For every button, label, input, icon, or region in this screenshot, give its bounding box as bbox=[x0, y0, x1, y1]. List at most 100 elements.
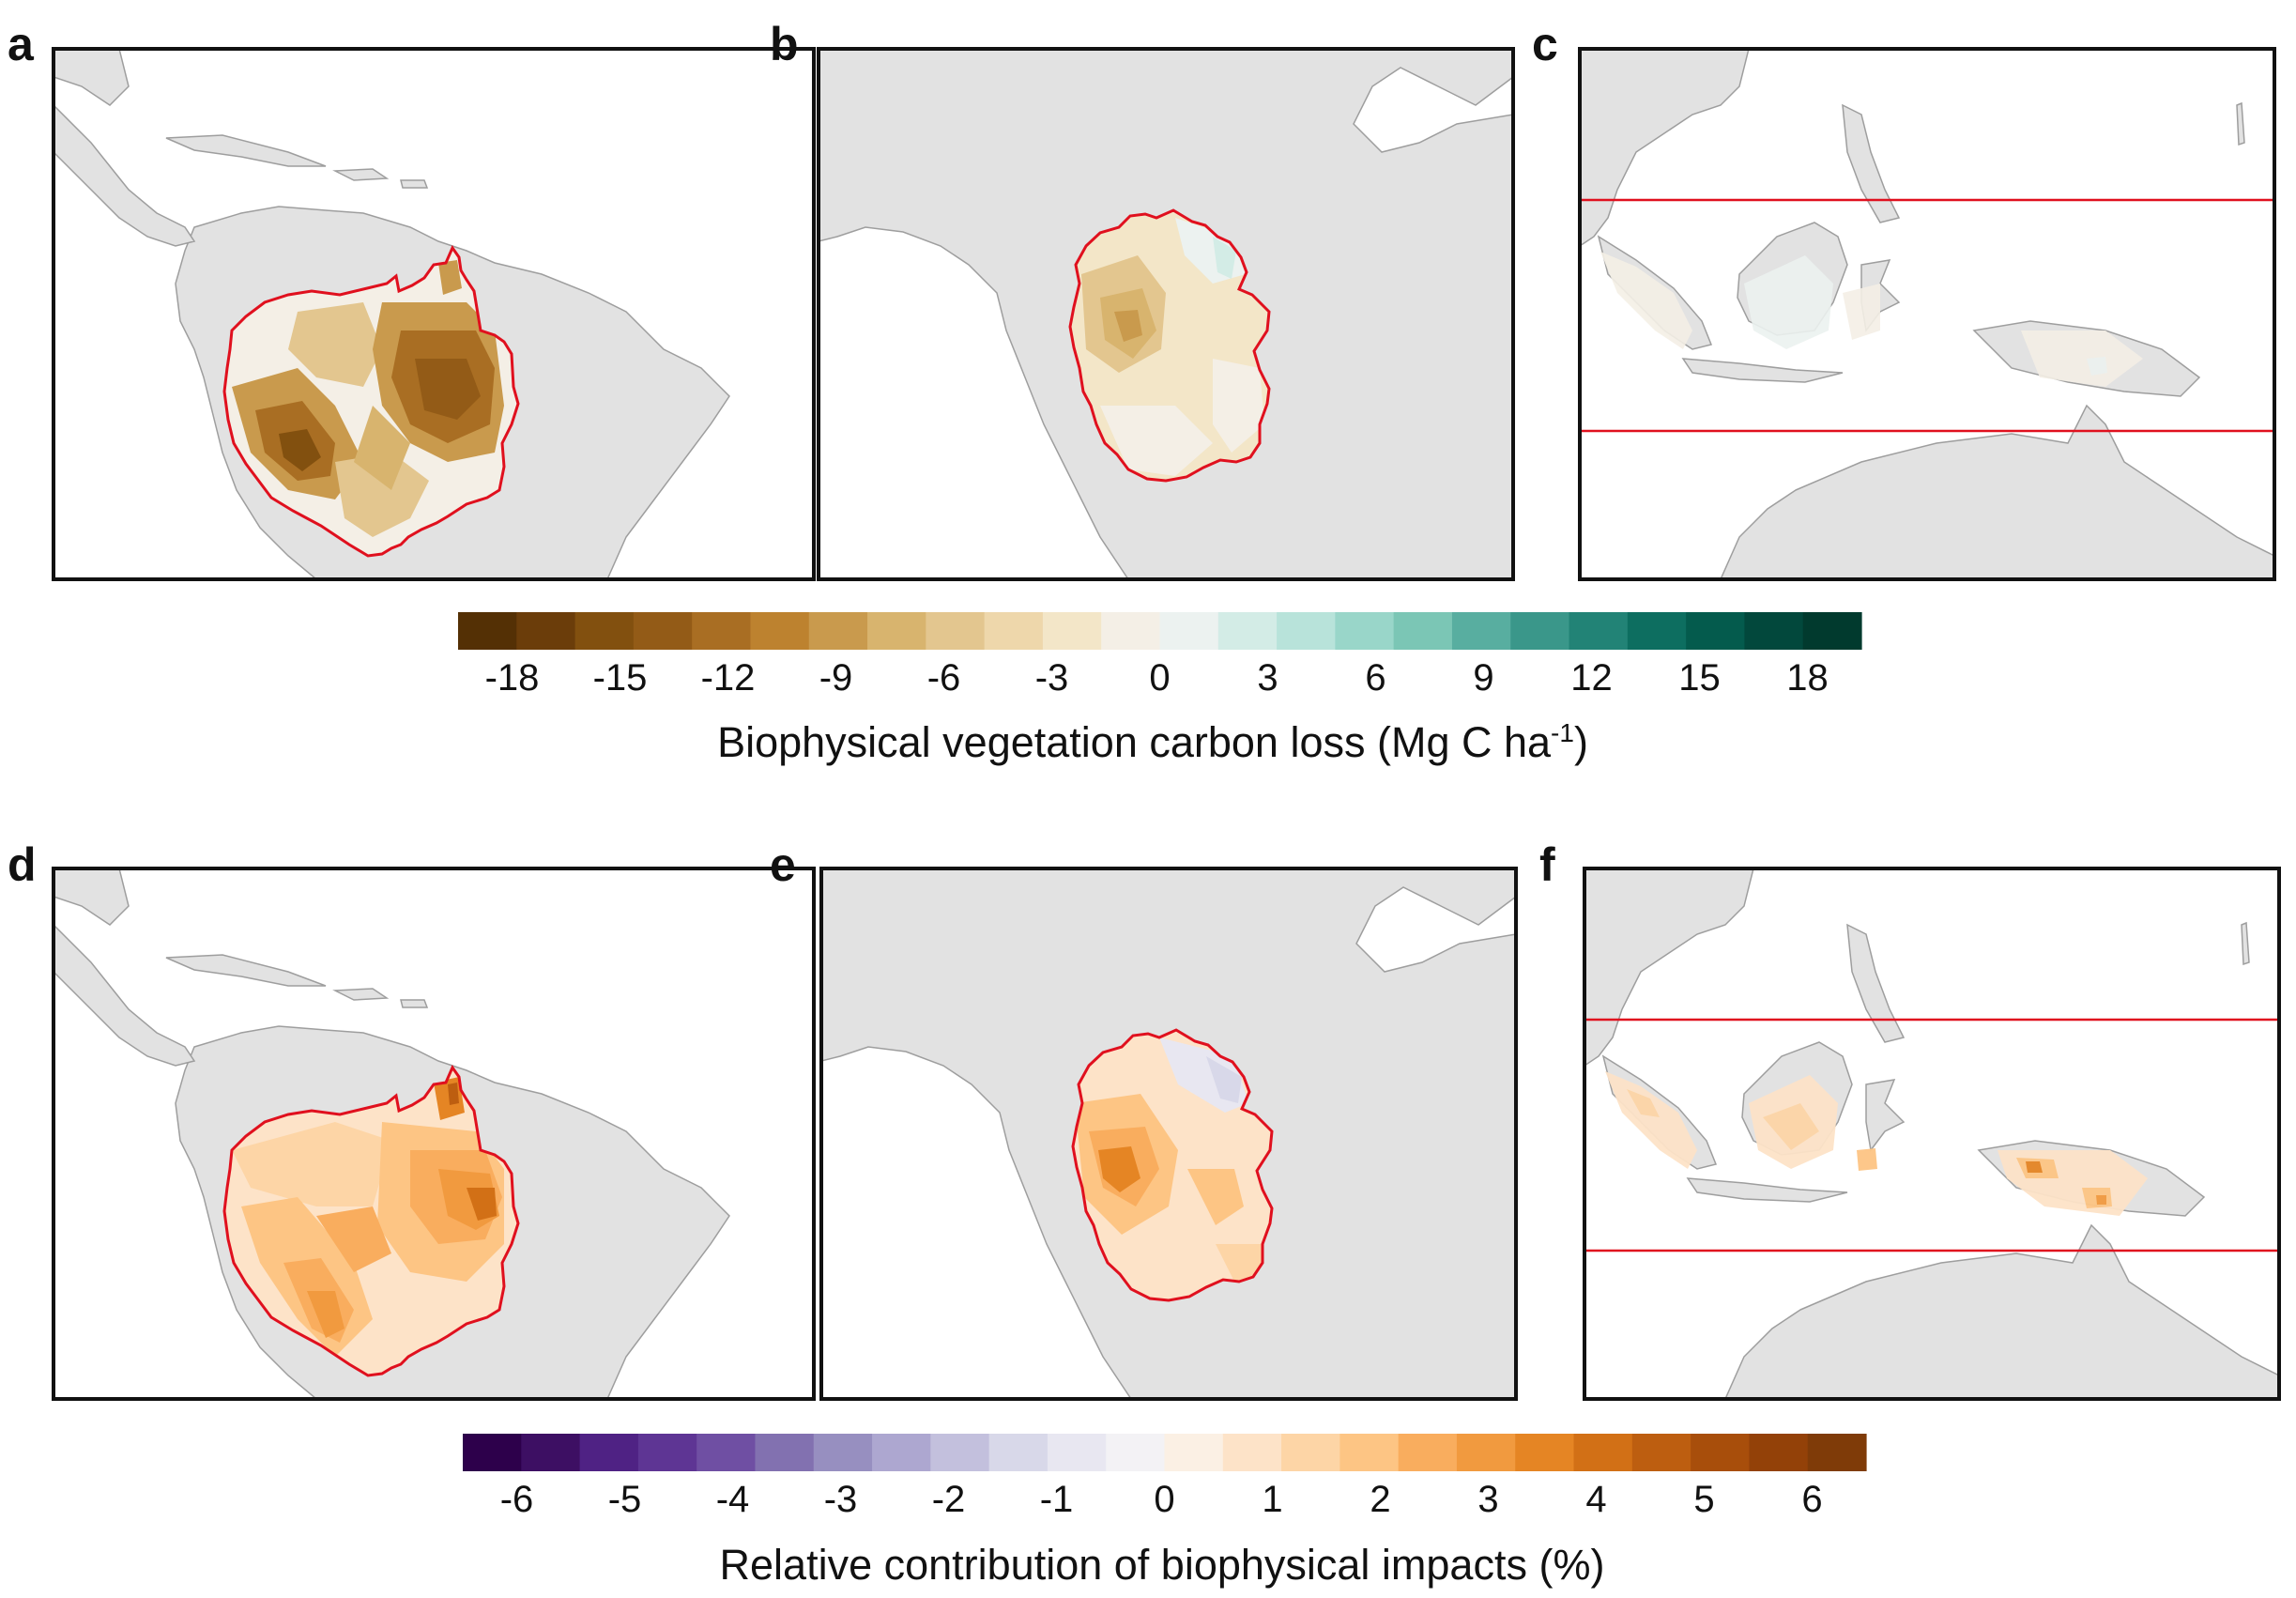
panel-frame bbox=[52, 47, 816, 581]
panel-frame bbox=[52, 867, 816, 1401]
panel-d-amazon-map bbox=[52, 867, 816, 1401]
colorbar-swatch bbox=[1159, 612, 1219, 650]
panel-label-f: f bbox=[1539, 838, 1555, 891]
panel-e-congo-map bbox=[819, 867, 1518, 1401]
colorbar-swatch bbox=[696, 1434, 757, 1471]
colorbar-swatch bbox=[1744, 612, 1804, 650]
colorbar-tick-label: -1 bbox=[1040, 1479, 1074, 1520]
colorbar-swatch bbox=[1339, 1434, 1400, 1471]
panel-b-congo-map bbox=[817, 47, 1515, 581]
colorbar-swatch bbox=[574, 612, 635, 650]
colorbar-tick-label: 12 bbox=[1570, 657, 1613, 699]
panel-frame bbox=[817, 47, 1515, 581]
colorbar-tick-label: -5 bbox=[608, 1479, 642, 1520]
colorbar-swatch bbox=[1807, 1434, 1867, 1471]
panel-label-c: c bbox=[1532, 18, 1558, 70]
colorbar-title-relative-contribution: Relative contribution of biophysical imp… bbox=[720, 1541, 1605, 1589]
colorbar-tick-label: 6 bbox=[1801, 1479, 1822, 1520]
colorbar-title-carbon-loss: Biophysical vegetation carbon loss (Mg C… bbox=[717, 718, 1588, 766]
colorbar-swatch bbox=[1277, 612, 1336, 650]
colorbar-swatch bbox=[1393, 612, 1453, 650]
colorbar-swatch bbox=[1686, 612, 1746, 650]
colorbar-swatch bbox=[1101, 612, 1161, 650]
colorbar-swatch bbox=[1569, 612, 1629, 650]
colorbar-swatch bbox=[750, 612, 810, 650]
colorbar-carbon-loss: -18 -15 -12 -9 -6 -3 0 3 6 9 12 15 18 bbox=[458, 612, 1862, 699]
colorbar-tick-label: 9 bbox=[1473, 657, 1493, 699]
colorbar-swatch bbox=[1802, 612, 1862, 650]
carbon-loss-field bbox=[1070, 210, 1269, 481]
panel-label-d: d bbox=[8, 838, 37, 891]
colorbar-tick-label: -6 bbox=[927, 657, 961, 699]
colorbar-swatch bbox=[872, 1434, 931, 1471]
colorbar-tick-label: -4 bbox=[716, 1479, 750, 1520]
colorbar-swatch bbox=[1510, 612, 1570, 650]
colorbar-swatch bbox=[1217, 612, 1278, 650]
colorbar-swatch bbox=[463, 1434, 522, 1471]
colorbar-swatch bbox=[1106, 1434, 1166, 1471]
colorbar-swatch bbox=[516, 612, 576, 650]
colorbar-tick-label: 6 bbox=[1365, 657, 1385, 699]
colorbar-swatch bbox=[808, 612, 868, 650]
colorbar-tick-label: 2 bbox=[1370, 1479, 1390, 1520]
colorbar-swatch bbox=[984, 612, 1044, 650]
colorbar-tick-label: -2 bbox=[932, 1479, 966, 1520]
basin-boundary bbox=[1071, 1028, 1274, 1302]
colorbar-swatch bbox=[1691, 1434, 1751, 1471]
colorbar-swatch bbox=[1573, 1434, 1633, 1471]
colorbar-swatch bbox=[633, 612, 693, 650]
panel-frame bbox=[1583, 867, 2281, 1401]
colorbar-tick-label: -15 bbox=[593, 657, 648, 699]
basin-boundary bbox=[222, 1064, 520, 1377]
panel-frame bbox=[819, 867, 1518, 1401]
relative-contribution-field bbox=[1073, 1030, 1272, 1300]
colorbar-tick-label: -3 bbox=[1035, 657, 1069, 699]
colorbar-swatch bbox=[1749, 1434, 1809, 1471]
colorbar-swatch bbox=[930, 1434, 990, 1471]
colorbar-swatch bbox=[521, 1434, 581, 1471]
carbon-loss-field bbox=[1600, 252, 2143, 387]
colorbar-swatch bbox=[1456, 1434, 1516, 1471]
panel-label-b: b bbox=[770, 18, 799, 70]
panel-label-a: a bbox=[8, 18, 35, 70]
basin-boundary bbox=[222, 244, 520, 558]
colorbar-swatch bbox=[1515, 1434, 1575, 1471]
colorbar-swatch bbox=[579, 1434, 639, 1471]
colorbar-swatch bbox=[1451, 612, 1511, 650]
colorbar-swatch bbox=[1042, 612, 1102, 650]
colorbar-swatch bbox=[1631, 1434, 1691, 1471]
colorbar-tick-label: -12 bbox=[701, 657, 756, 699]
panel-a-amazon-map bbox=[52, 47, 816, 581]
colorbar-tick-label: 1 bbox=[1262, 1479, 1282, 1520]
colorbar-tick-label: 3 bbox=[1257, 657, 1278, 699]
panel-frame bbox=[1578, 47, 2276, 581]
colorbar-swatch bbox=[1627, 612, 1687, 650]
relative-contribution-field bbox=[1605, 1071, 2148, 1216]
colorbar-tick-label: -9 bbox=[819, 657, 853, 699]
colorbar-swatch bbox=[1164, 1434, 1224, 1471]
colorbar-swatch bbox=[637, 1434, 697, 1471]
colorbar-tick-label: -3 bbox=[824, 1479, 858, 1520]
colorbar-tick-label: 0 bbox=[1149, 657, 1170, 699]
colorbar-tick-label: 0 bbox=[1154, 1479, 1174, 1520]
colorbar-tick-label: 3 bbox=[1477, 1479, 1498, 1520]
colorbar-swatch bbox=[755, 1434, 815, 1471]
colorbar-tick-label: 5 bbox=[1693, 1479, 1714, 1520]
colorbar-swatch bbox=[813, 1434, 873, 1471]
colorbar-tick-label: -18 bbox=[485, 657, 540, 699]
panel-c-southeast-asia-map bbox=[1578, 47, 2276, 581]
colorbar-swatch bbox=[1047, 1434, 1107, 1471]
colorbar-swatch bbox=[1281, 1434, 1340, 1471]
colorbar-swatch bbox=[1335, 612, 1395, 650]
colorbar-swatch bbox=[458, 612, 517, 650]
colorbar-swatch bbox=[867, 612, 926, 650]
colorbar-swatch bbox=[926, 612, 986, 650]
basin-boundary bbox=[1068, 208, 1271, 483]
colorbar-tick-label: 4 bbox=[1585, 1479, 1606, 1520]
colorbar-swatch bbox=[1398, 1434, 1458, 1471]
colorbar-relative-contribution: -6 -5 -4 -3 -2 -1 0 1 2 3 4 5 6 bbox=[463, 1434, 1867, 1520]
colorbar-swatch bbox=[988, 1434, 1049, 1471]
colorbar-swatch bbox=[692, 612, 752, 650]
panel-f-southeast-asia-map bbox=[1583, 867, 2281, 1401]
